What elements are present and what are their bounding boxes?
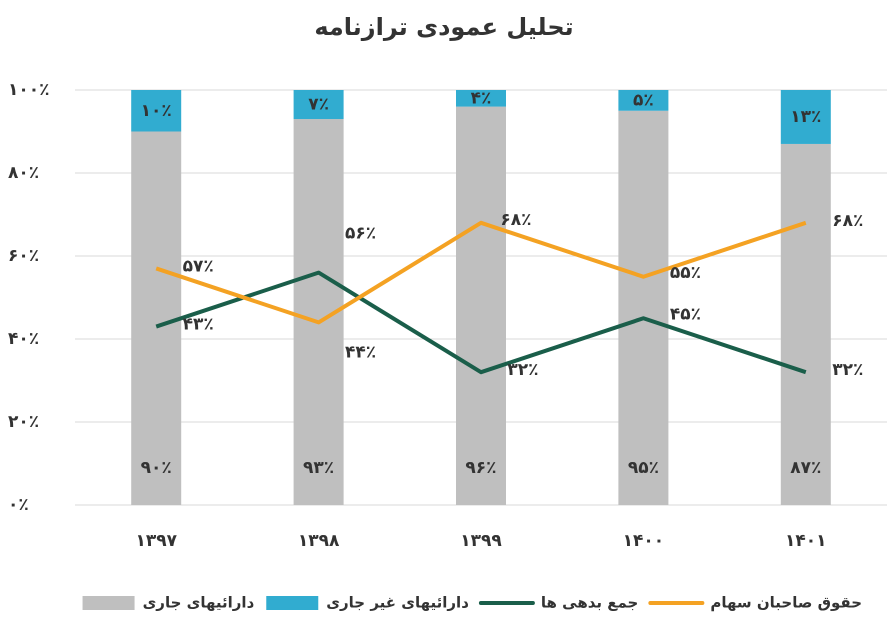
x-tick-label: ۱۴۰۰	[623, 531, 665, 551]
y-tick-label: ۲۰٪	[8, 412, 39, 432]
bar-segment	[780, 90, 831, 144]
data-label: ۷٪	[308, 95, 329, 115]
legend-label: جمع بدهی ها	[541, 594, 638, 612]
data-label: ۵۵٪	[670, 263, 701, 283]
bar-segment	[456, 106, 506, 505]
y-tick-label: ۰٪	[8, 495, 29, 515]
y-tick-label: ۴۰٪	[8, 329, 39, 349]
data-label: ۳۲٪	[832, 360, 863, 380]
data-label: ۱۳٪	[790, 107, 821, 127]
data-label: ۵۶٪	[345, 224, 376, 244]
bar-segment	[456, 90, 506, 107]
legend-swatch	[266, 596, 319, 610]
chart-title: تحلیل عمودی ترازنامه	[314, 13, 573, 41]
data-label: ۴۳٪	[183, 315, 214, 335]
data-label: ۹۶٪	[465, 458, 496, 478]
data-label: ۸۷٪	[790, 458, 821, 478]
y-tick-label: ۶۰٪	[8, 246, 39, 266]
data-label: ۹۳٪	[303, 458, 334, 478]
y-tick-label: ۸۰٪	[8, 163, 39, 183]
data-label: ۴۵٪	[670, 304, 701, 324]
line	[155, 220, 807, 325]
y-tick-label: ۱۰۰٪	[8, 80, 50, 100]
x-tick-label: ۱۳۹۷	[135, 531, 177, 551]
legend-label: دارائیهای غیر جاری	[326, 594, 469, 612]
x-tick-label: ۱۳۹۸	[298, 531, 340, 551]
legend-label: دارائیهای جاری	[143, 594, 255, 612]
legend-swatch	[82, 596, 135, 610]
bar-segment	[618, 90, 669, 111]
x-tick-label: ۱۳۹۹	[460, 531, 502, 551]
bar-segment	[293, 90, 344, 120]
data-label: ۹۰٪	[141, 458, 172, 478]
data-label: ۵٪	[633, 90, 654, 110]
bar-segment	[131, 131, 182, 505]
bar-segment	[780, 143, 831, 505]
data-label: ۴٪	[471, 88, 492, 108]
data-label: ۳۲٪	[507, 360, 538, 380]
x-tick-label: ۱۴۰۱	[785, 531, 827, 551]
data-label: ۹۵٪	[628, 458, 659, 478]
legend-label: حقوق صاحبان سهام	[710, 594, 862, 612]
bar-segment	[131, 90, 182, 132]
data-label: ۶۸٪	[500, 210, 531, 230]
data-label: ۱۰٪	[141, 101, 172, 121]
data-label: ۵۷٪	[183, 256, 214, 276]
line	[155, 270, 807, 375]
data-label: ۴۴٪	[345, 342, 376, 362]
bar-segment	[618, 110, 669, 505]
data-label: ۶۸٪	[832, 211, 863, 231]
